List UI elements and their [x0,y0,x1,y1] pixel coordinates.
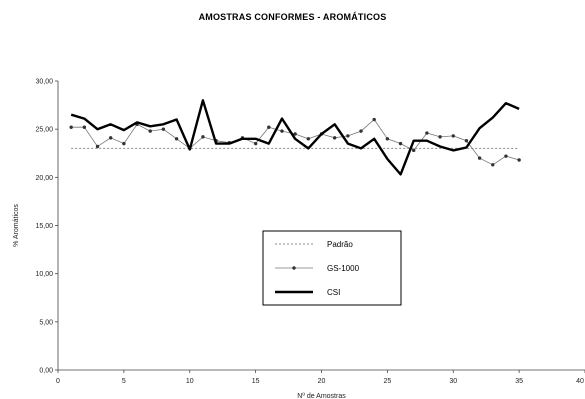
series-gs-1000-point [267,125,271,129]
series-gs-1000-point [491,163,495,167]
series-gs-1000-line [71,118,520,166]
series-gs-1000-point [451,134,455,138]
series-gs-1000-point [201,135,205,139]
series-gs-1000-point [425,131,429,135]
series-gs-1000-point [438,135,442,139]
legend-marker [292,266,296,270]
series-gs-1000-point [161,127,166,131]
series-gs-1000-point [122,141,126,146]
series-gs-1000-point [346,134,350,138]
y-tick-label: 10,00 [35,271,53,278]
series-gs-1000-point [280,129,284,133]
series-gs-1000-point [148,129,152,133]
y-tick-label: 0,00 [39,368,53,375]
x-tick-label: 20 [318,378,326,385]
legend-label: GS-1000 [327,264,360,273]
x-tick-label: 10 [186,378,194,385]
x-tick-label: 0 [56,378,60,385]
series-gs-1000-point [109,136,113,140]
y-tick-label: 15,00 [35,223,53,230]
series-gs-1000-point [95,144,100,149]
series-gs-1000-point [398,141,403,146]
chart-title: AMOSTRAS CONFORMES - AROMÁTICOS [198,12,387,22]
series-gs-1000-point [174,137,179,141]
series-gs-1000-point [504,154,508,158]
x-tick-label: 40 [576,378,584,385]
x-tick-label: 25 [383,378,391,385]
y-tick-label: 25,00 [35,127,53,134]
series-csi-line [70,99,520,176]
series-gs-1000-point [359,129,363,133]
series-gs-1000-point [69,125,73,129]
legend-label: CSI [327,288,340,297]
legend-label: Padrão [327,240,353,249]
series-gs-1000-point [332,136,337,140]
series-gs-1000-point [477,156,482,160]
series-gs-1000-point [464,139,469,143]
series-gs-1000-point [517,158,521,162]
x-tick-label: 5 [122,378,126,385]
series-gs-1000-point [385,137,390,141]
x-tick-label: 15 [252,378,260,385]
x-axis-title: Nº de Amostras [297,393,346,399]
y-tick-label: 5,00 [39,319,53,326]
y-tick-label: 20,00 [35,175,53,182]
series-gs-1000-point [293,132,297,136]
series-gs-1000-point [412,148,416,153]
x-tick-label: 30 [449,378,457,385]
y-tick-label: 30,00 [35,79,53,86]
x-tick-label: 35 [515,378,523,385]
series-gs-1000-point [253,141,258,146]
series-gs-1000-point [82,125,87,129]
series-gs-1000-point [372,117,376,122]
series-gs-1000-point [306,137,311,141]
y-axis-title: % Aromáticos [13,204,20,247]
